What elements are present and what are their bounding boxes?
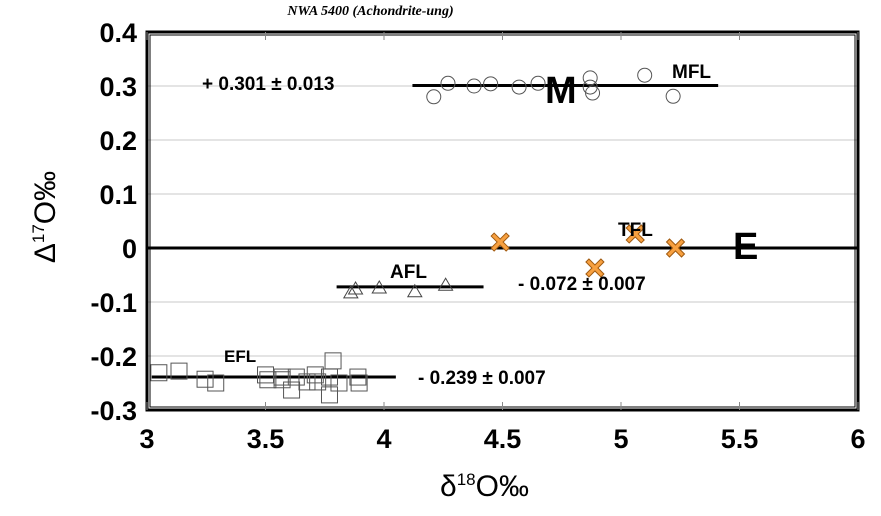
data-point-square bbox=[309, 373, 327, 391]
data-point-circle bbox=[637, 67, 653, 83]
data-point-circle bbox=[582, 79, 598, 95]
data-point-x bbox=[490, 232, 510, 252]
data-point-square bbox=[259, 371, 277, 389]
tfl-label: TFL bbox=[618, 220, 653, 241]
data-point-circle bbox=[665, 88, 681, 104]
data-point-circle bbox=[530, 75, 546, 91]
data-point-square bbox=[350, 374, 368, 392]
data-point-x bbox=[585, 258, 605, 278]
data-point-square bbox=[196, 370, 214, 388]
data-point-triangle bbox=[437, 277, 454, 291]
afl-value-annotation: - 0.072 ± 0.007 bbox=[518, 274, 646, 295]
data-point-square bbox=[150, 364, 168, 382]
y-tick-label: 0.2 bbox=[99, 126, 137, 156]
y-tick-label: 0 bbox=[122, 234, 137, 264]
efl-label: EFL bbox=[224, 347, 257, 366]
e-label: E bbox=[733, 226, 759, 268]
efl-value-annotation: - 0.239 ± 0.007 bbox=[418, 368, 546, 389]
y-axis-label: Δ17O‰ bbox=[29, 170, 62, 264]
data-point-square bbox=[207, 374, 225, 392]
x-tick-label: 6 bbox=[850, 424, 865, 454]
data-point-square bbox=[273, 371, 291, 389]
data-point-triangle bbox=[371, 279, 388, 294]
data-point-circle bbox=[511, 79, 527, 95]
data-point-x bbox=[625, 224, 645, 244]
data-point-circle bbox=[483, 76, 499, 92]
data-point-square bbox=[320, 386, 338, 404]
data-point-square bbox=[170, 362, 188, 380]
data-point-square bbox=[324, 352, 342, 370]
data-point-square bbox=[306, 366, 324, 384]
data-point-circle bbox=[426, 89, 442, 105]
chart-title: NWA 5400 (Achondrite-ung) bbox=[287, 4, 454, 19]
data-point-square bbox=[283, 381, 301, 399]
y-tick-label: 0.4 bbox=[99, 18, 137, 48]
m-label: M bbox=[545, 70, 577, 112]
data-point-triangle bbox=[347, 281, 364, 295]
y-tick-label: -0.1 bbox=[90, 288, 137, 318]
x-tick-label: 4 bbox=[376, 424, 391, 454]
y-tick-label: 0.3 bbox=[99, 72, 137, 102]
afl-label: AFL bbox=[390, 262, 427, 283]
data-point-circle bbox=[440, 75, 456, 91]
x-tick-label: 5.5 bbox=[721, 424, 759, 454]
mfl-label: MFL bbox=[672, 62, 712, 83]
y-tick-label: 0.1 bbox=[99, 180, 137, 210]
x-tick-label: 5 bbox=[613, 424, 628, 454]
data-point-circle bbox=[585, 85, 601, 101]
data-point-circle bbox=[582, 70, 598, 86]
data-point-triangle bbox=[342, 284, 359, 299]
y-tick-label: -0.3 bbox=[90, 396, 137, 426]
y-tick-label: -0.2 bbox=[90, 342, 137, 372]
data-point-triangle bbox=[406, 283, 423, 298]
data-point-square bbox=[349, 368, 367, 386]
data-point-square bbox=[257, 366, 274, 384]
x-tick-label: 3 bbox=[139, 424, 154, 454]
data-point-circle bbox=[466, 78, 482, 94]
x-axis-label: δ18O‰ bbox=[440, 470, 529, 503]
mfl-value-annotation: + 0.301 ± 0.013 bbox=[202, 74, 335, 95]
x-tick-label: 4.5 bbox=[484, 424, 522, 454]
data-point-square bbox=[330, 374, 348, 392]
data-point-x bbox=[665, 238, 686, 258]
x-tick-label: 3.5 bbox=[247, 424, 285, 454]
data-point-square bbox=[287, 368, 305, 386]
